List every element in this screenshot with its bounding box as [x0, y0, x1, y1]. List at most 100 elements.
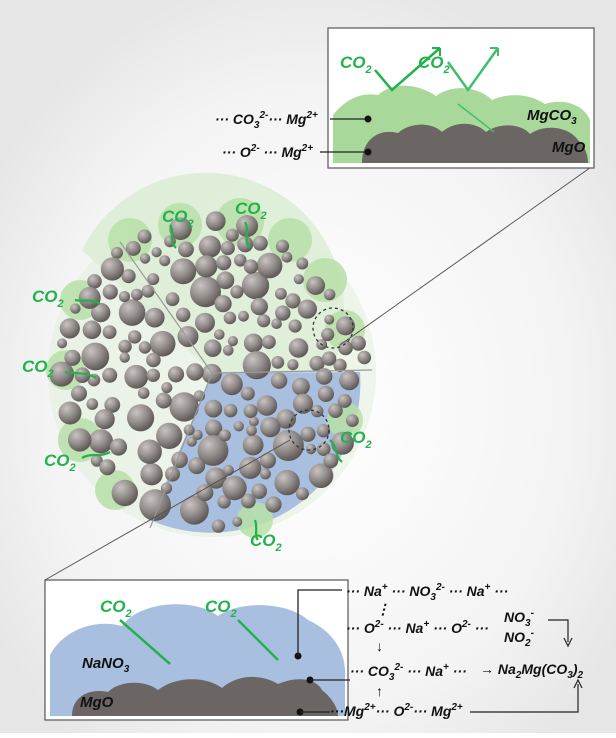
mgo-particle: [128, 330, 142, 344]
mgo-particle: [275, 239, 290, 253]
mgo-particle: [165, 292, 180, 307]
mgo-particle: [119, 352, 130, 363]
mgo-particle: [256, 252, 283, 279]
mgo-particle: [203, 339, 222, 358]
co2-label: CO2: [44, 451, 76, 474]
mgo-particle: [214, 295, 232, 313]
mgo-particle: [223, 403, 238, 418]
mgo-label-top: MgO: [552, 139, 586, 156]
mgo-particle: [57, 338, 68, 349]
reaction-line-2: ··· O2- ··· Na+ ··· O2- ···: [346, 619, 489, 636]
dotted-link: ⋮: [376, 601, 390, 617]
mgo-particle: [102, 367, 118, 383]
mgo-particle: [149, 330, 176, 357]
mgo-layer: [362, 123, 588, 163]
co2-label: CO2: [22, 357, 54, 380]
mgo-particle: [292, 377, 310, 396]
mgo-particle: [323, 453, 339, 469]
mgo-particle: [59, 318, 80, 339]
mgo-particle: [321, 327, 335, 342]
segment-divider: [211, 369, 373, 374]
product-formula: → Na2Mg(CO3)2: [480, 661, 583, 681]
mgo-particle: [155, 392, 172, 409]
top-inset-species-2: ··· O2- ··· Mg2+: [222, 143, 313, 160]
mgo-particle: [285, 293, 301, 309]
mgo-particle: [339, 370, 360, 391]
mgo-particle: [252, 235, 268, 251]
mgo-particle: [243, 333, 263, 353]
mgo-particle: [257, 314, 271, 328]
mgo-particle: [205, 211, 226, 232]
mgo-particle: [309, 355, 325, 372]
mgo-particle: [242, 434, 264, 456]
bottom-inset-co2-left: CO2: [100, 597, 132, 620]
mgo-particle: [300, 426, 316, 442]
top-inset-species-1: ··· CO32-··· Mg2+: [215, 110, 318, 131]
nitrite-ion: NO2-: [504, 628, 535, 649]
mgo-particle: [138, 341, 152, 354]
co2-labels: CO2 CO2 CO2 CO2 CO2 CO2 CO2: [22, 199, 372, 554]
mgo-particle: [139, 253, 151, 264]
mgo-particle: [346, 414, 359, 427]
mgo-particle: [292, 393, 314, 414]
mgo-particle: [88, 429, 113, 454]
mgo-particle: [321, 351, 337, 366]
zoom-circle-bottom: [288, 409, 330, 451]
mgo-particle: [238, 310, 249, 322]
mgo-particle: [64, 349, 81, 366]
mgo-particle: [192, 429, 203, 440]
mgo-particle: [205, 419, 223, 437]
mgo-particle: [222, 475, 247, 501]
mgo-particle: [242, 351, 271, 380]
mgo-particle: [169, 217, 192, 240]
mgo-particle: [111, 246, 123, 259]
mgo-particle: [336, 316, 355, 336]
mgo-particle: [333, 358, 347, 372]
mgo-particle: [146, 352, 161, 368]
mgo-particle: [275, 305, 291, 321]
mgo-particle: [234, 253, 247, 267]
mgo-particle: [328, 403, 343, 419]
mgo-particle: [100, 257, 124, 281]
mgo-particle: [239, 456, 262, 479]
mgo-particle: [237, 236, 254, 253]
mgo-particle: [323, 288, 336, 301]
co2-diffusion-line: [457, 103, 495, 133]
co2-label: CO2: [235, 199, 267, 222]
mgo-particle: [141, 284, 155, 298]
mgo-particle: [86, 398, 99, 410]
mgo-particle: [180, 495, 209, 525]
mgo-particle: [170, 258, 197, 285]
mgo-particle: [248, 416, 259, 427]
arrow-down: ↓: [376, 638, 383, 654]
mgo-particle: [74, 367, 91, 384]
mgo-particle: [225, 228, 239, 242]
mgo-particle: [104, 397, 121, 413]
mgo-particle: [217, 495, 231, 509]
mgo-particle: [223, 464, 234, 476]
mgo-particles: [50, 211, 372, 533]
zoom-connector-top: [339, 164, 595, 346]
mgo-particle: [118, 339, 132, 354]
mgo-particle: [218, 429, 231, 442]
mgo-particle: [271, 356, 285, 369]
mgo-particle: [223, 311, 237, 325]
mgo-particle: [99, 459, 116, 476]
mgo-particle: [87, 274, 102, 289]
mgo-particle: [102, 284, 118, 300]
top-inset-co2-right: CO2: [418, 53, 450, 76]
mgo-particle: [71, 385, 87, 402]
mgo-particle: [137, 387, 150, 399]
mgo-particle: [223, 345, 234, 356]
reaction-line-4: ···Mg2+··· O2-··· Mg2+: [330, 702, 463, 719]
mgo-particle: [265, 496, 282, 513]
mgo-particle: [311, 404, 324, 418]
mgo-particle: [317, 385, 334, 402]
mgo-particle: [216, 255, 232, 271]
mgo-particle: [195, 312, 215, 333]
mgo-particle: [293, 274, 304, 285]
top-inset: CO2 CO2 MgCO3 MgO ··· CO32-··· Mg2+ ··· …: [215, 27, 595, 169]
mgo-particle: [147, 273, 160, 286]
